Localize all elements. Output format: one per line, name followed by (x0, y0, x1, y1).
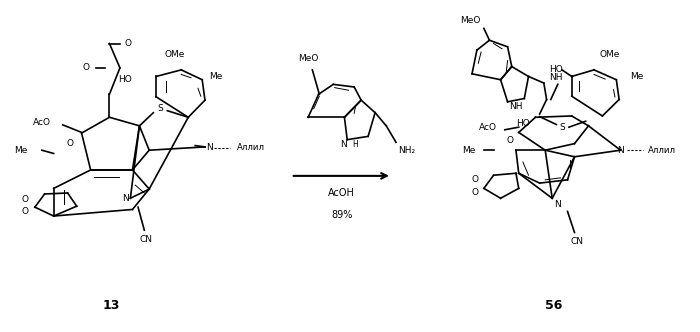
Text: Me: Me (209, 72, 223, 81)
Text: S: S (559, 123, 565, 132)
Text: O: O (125, 39, 132, 48)
Text: O: O (472, 175, 479, 184)
Text: Аллил: Аллил (648, 146, 676, 155)
Text: CN: CN (570, 237, 584, 246)
Text: HO: HO (516, 120, 530, 128)
Text: Me: Me (631, 72, 644, 81)
Text: HO: HO (550, 65, 564, 74)
Text: Me: Me (462, 146, 475, 155)
Text: N: N (122, 194, 129, 203)
Text: AcOH: AcOH (328, 188, 355, 198)
Text: NH₂: NH₂ (398, 146, 416, 155)
Text: S: S (158, 104, 163, 113)
Text: O: O (66, 139, 74, 148)
Text: NH: NH (549, 73, 562, 82)
Text: AcO: AcO (479, 123, 497, 132)
Text: AcO: AcO (33, 118, 51, 127)
Text: O: O (83, 63, 90, 72)
Text: 56: 56 (545, 299, 562, 312)
Text: Me: Me (14, 146, 27, 155)
Text: HO: HO (118, 75, 132, 84)
Text: MeO: MeO (460, 16, 480, 25)
Text: NH: NH (509, 102, 523, 111)
Text: N: N (340, 140, 347, 149)
Text: O: O (507, 136, 514, 145)
Text: O: O (22, 195, 29, 204)
Text: O: O (472, 189, 479, 198)
Text: OMe: OMe (164, 50, 185, 59)
Text: CN: CN (139, 235, 152, 244)
Text: H: H (353, 140, 358, 149)
Text: 89%: 89% (331, 210, 352, 220)
Text: N: N (554, 200, 561, 209)
Text: N: N (617, 146, 624, 155)
Text: O: O (22, 207, 29, 216)
Text: MeO: MeO (298, 53, 318, 62)
Text: 13: 13 (103, 299, 120, 312)
Text: N: N (206, 143, 213, 152)
Text: OMe: OMe (599, 50, 620, 59)
Text: Аллил: Аллил (237, 143, 265, 152)
